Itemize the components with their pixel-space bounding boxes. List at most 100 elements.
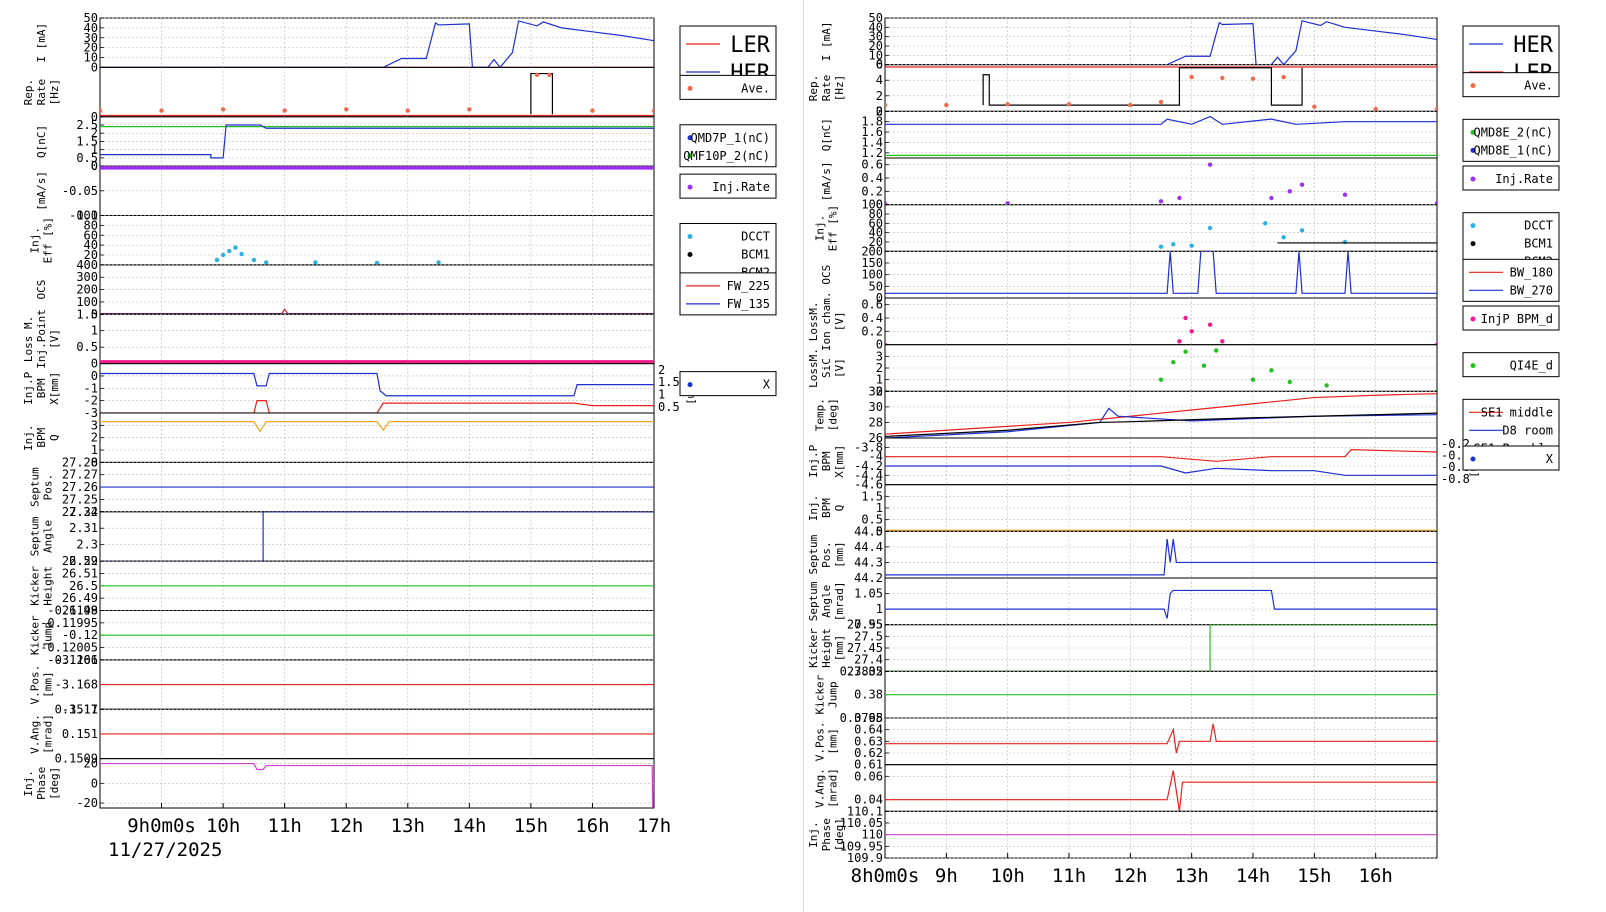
y-tick-label: 28 xyxy=(869,415,883,429)
series-point-Ave. xyxy=(1434,106,1437,112)
y-tick-label: 44.4 xyxy=(854,540,883,554)
y-tick-label: 0 xyxy=(91,369,98,383)
y-tick-label: 20 xyxy=(84,248,98,262)
y-tick-label: 26.51 xyxy=(62,566,98,580)
y-tick-label: 0 xyxy=(91,60,98,74)
y-tick-label: 400 xyxy=(76,258,98,272)
y-axis-label: Kicker xyxy=(814,674,827,714)
legend-swatch-dot xyxy=(1470,241,1476,247)
y-axis-label: SiC xyxy=(820,358,833,378)
panel-series xyxy=(885,115,1437,157)
panel-series xyxy=(885,315,1437,345)
y-axis-label: BPM xyxy=(35,427,48,447)
panel-frame xyxy=(884,64,1438,112)
y-tick-label: 0.2 xyxy=(861,324,883,338)
panel-series xyxy=(100,421,654,433)
panel-series xyxy=(885,539,1437,576)
legend-box xyxy=(1462,258,1560,302)
panel-frame xyxy=(884,577,1438,626)
y-tick-label: -0.1 xyxy=(69,209,98,223)
panel-series xyxy=(885,723,1437,754)
y-tick-label: 27.55 xyxy=(847,618,883,632)
x-tick-label: 9h0m0s xyxy=(127,815,196,837)
y-axis-label: Inj. xyxy=(807,495,820,522)
legend-box xyxy=(679,371,777,397)
legend-label: DCCT xyxy=(741,230,770,244)
x-tick-label: 17h xyxy=(637,815,671,837)
series-point-Inj.Rate xyxy=(1434,201,1437,205)
series-line-BW_270 xyxy=(885,251,1437,294)
y-tick-label: 0.4 xyxy=(861,311,883,325)
legend-label: InjP BPM_d xyxy=(1481,312,1553,326)
series-point-DCCT xyxy=(436,260,441,265)
panel-3: 0 -0.05 -0.1 [mA/s] Inj.Rate xyxy=(35,159,777,223)
series-line-SE1 P.cable xyxy=(885,412,1437,438)
panel-6: 0 0.5 1 1.5 Loss M. Inj.Point [V] xyxy=(22,307,655,371)
panel-series xyxy=(885,162,1437,205)
y-tick-label: -3.8 xyxy=(854,440,883,454)
legend-label: BCM1 xyxy=(1524,237,1553,251)
x-tick-label: 11h xyxy=(1052,865,1086,887)
y-tick-label: -3 xyxy=(84,406,98,420)
y-axis-label: Rep. xyxy=(807,75,820,102)
y-tick-label: 0 xyxy=(876,58,883,72)
y-tick-label: 109.9 xyxy=(847,851,883,865)
y-axis-label: LossM. xyxy=(807,301,820,341)
legend-label: QMD7P_1(nC) xyxy=(691,131,770,145)
y-tick-label: 2 xyxy=(876,361,883,375)
y-tick-label: 27.28 xyxy=(62,455,98,469)
y-axis-label: Height xyxy=(42,566,55,606)
series-point-Ave. xyxy=(1128,102,1133,108)
y-tick-label: 32 xyxy=(869,384,883,398)
series-line-pos xyxy=(885,539,1437,576)
series-point-Inj.Rate xyxy=(1342,192,1348,197)
y-tick-label: 40 xyxy=(84,21,98,35)
series-point-InjP BPM_d xyxy=(1207,322,1213,327)
legend-swatch-dot xyxy=(687,252,693,257)
y-axis-label: Inj. xyxy=(807,821,820,848)
y-axis-label: [deg] xyxy=(48,767,61,800)
legend-label: BCM1 xyxy=(741,248,770,262)
y-axis-label: [mrad] xyxy=(827,768,840,808)
x-tick-label: 15h xyxy=(1297,865,1331,887)
y-tick-label: 0.1509 xyxy=(55,752,98,766)
y-tick-label: 0.95 xyxy=(854,618,883,632)
y-tick-label: 0 xyxy=(876,104,883,118)
legend-swatch-dot xyxy=(1470,129,1476,135)
series-point-InjP BPM_d xyxy=(1434,342,1437,345)
legend-box xyxy=(1462,305,1560,331)
y-axis-label: Inj. xyxy=(22,424,35,451)
legend-label: SE1 middle xyxy=(1481,405,1553,419)
panel-frame xyxy=(884,110,1438,159)
y-axis-label: V.Pos. xyxy=(29,665,42,705)
y-tick-label: 200 xyxy=(861,244,883,258)
y-axis-label: X[mm] xyxy=(48,372,61,405)
panel-series xyxy=(885,589,1437,619)
y-tick-label: 1.5 xyxy=(76,307,98,321)
legend-label: DCCT xyxy=(1524,219,1553,233)
series-point-Ave. xyxy=(651,108,654,113)
y-tick-label: -4.2 xyxy=(854,459,883,473)
series-point-QI4E_d xyxy=(1158,377,1164,382)
y-tick-label: 1.2 xyxy=(861,146,883,160)
series-line-QMD7P_1(nC) xyxy=(100,124,654,159)
y-axis-label: [mrad] xyxy=(833,581,846,621)
x-tick-label: 16h xyxy=(575,815,609,837)
legend-box xyxy=(679,173,777,199)
y-tick-label: 20 xyxy=(869,39,883,53)
y-tick-label: -0.05 xyxy=(62,184,98,198)
x-tick-label: 15h xyxy=(514,815,548,837)
y-tick-label: 0.3802 xyxy=(840,664,883,678)
y-axis-label: [Hz] xyxy=(48,79,61,106)
y-axis-label: Jump xyxy=(827,681,840,708)
x-tick-label: 16h xyxy=(1359,865,1393,887)
series-point-Ave. xyxy=(405,108,410,113)
legend-label: QMD8E_1(nC) xyxy=(1474,143,1553,157)
series-point-Ave. xyxy=(590,108,595,113)
y-tick-label: 0.6 xyxy=(861,158,883,172)
y-tick-label: 0 xyxy=(876,384,883,398)
